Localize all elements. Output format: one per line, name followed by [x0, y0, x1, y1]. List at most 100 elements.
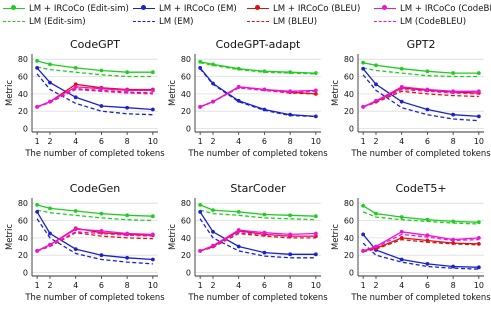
data-point [399, 257, 404, 262]
data-point [211, 208, 215, 213]
data-point [236, 244, 241, 249]
data-point [451, 71, 456, 75]
data-point [361, 60, 366, 65]
data-point [262, 250, 267, 255]
x-tick-label: 6 [425, 281, 430, 290]
y-axis-label: Metric [330, 80, 340, 106]
data-point [313, 252, 318, 257]
y-tick-label: 80 [18, 55, 28, 64]
legend-entry: LM + IRCoCo (CodeBLEU) [374, 2, 491, 15]
x-tick-label: 6 [262, 281, 267, 290]
data-point [374, 63, 378, 68]
series-line [362, 74, 479, 122]
data-point [262, 212, 267, 217]
data-point [73, 65, 78, 70]
data-point [262, 230, 267, 235]
series-line [36, 60, 153, 73]
data-point [425, 261, 430, 266]
y-tick-label: 60 [18, 73, 28, 82]
data-point [125, 213, 130, 218]
data-point [99, 253, 104, 258]
x-tick-label: 2 [210, 137, 215, 146]
x-tick-label: 2 [210, 281, 215, 290]
y-tick-label: 0 [23, 269, 28, 278]
chart-panel: 0 20 40 60 80 1 2 4 6 8 10 GPT2 The number of comple… [330, 38, 491, 158]
series-line [199, 86, 316, 108]
chart-panel: 0 20 40 60 80 1 2 4 6 8 10 CodeGen The number of com… [4, 182, 165, 302]
series-line [362, 62, 479, 74]
series-line [362, 242, 479, 270]
data-point [35, 59, 40, 63]
data-point [150, 107, 155, 112]
data-point [198, 209, 203, 214]
chart-title: CodeGen [70, 182, 120, 195]
data-point [476, 220, 481, 225]
legend-line-swatch [247, 21, 269, 22]
legend-entry: LM (EM) [133, 15, 193, 28]
y-tick-label: 20 [344, 251, 354, 260]
legend-label: LM + IRCoCo (BLEU) [273, 3, 361, 14]
series-line [362, 88, 479, 108]
series-line [36, 232, 153, 252]
series-line [199, 211, 316, 255]
legend-entry: LM + IRCoCo (EM) [133, 2, 237, 15]
data-point [476, 114, 481, 119]
x-tick-label: 6 [262, 137, 267, 146]
data-point [125, 255, 130, 260]
series-line [362, 211, 479, 225]
y-tick-label: 20 [18, 251, 28, 260]
data-point [425, 87, 430, 92]
x-axis-label: The number of completed tokens [350, 292, 490, 302]
y-tick-label: 40 [344, 90, 354, 99]
chart-title: CodeT5+ [395, 182, 446, 195]
y-tick-label: 80 [18, 199, 28, 208]
data-point [288, 213, 293, 218]
data-point [425, 233, 430, 238]
data-point [425, 107, 430, 112]
series-line [199, 62, 316, 75]
x-tick-label: 10 [148, 281, 158, 290]
legend-entry: LM (Edit-sim) [3, 15, 86, 28]
data-point [313, 214, 318, 219]
y-tick-label: 80 [344, 55, 354, 64]
legend-entry: LM (CodeBLEU) [374, 15, 466, 28]
data-point [99, 229, 104, 233]
data-point [476, 265, 481, 270]
series-line [199, 87, 316, 108]
chart-panel: 0 20 40 60 80 1 2 4 6 8 10 CodeT5+ The number of com… [330, 182, 491, 302]
legend-entry: LM (BLEU) [247, 15, 317, 28]
data-point [48, 231, 52, 236]
legend-marker [255, 5, 260, 10]
x-tick-label: 4 [73, 137, 78, 146]
x-tick-label: 8 [288, 137, 293, 146]
series-line [36, 218, 153, 265]
series-line [199, 209, 316, 221]
legend-marker [141, 5, 146, 10]
series-line [36, 86, 153, 108]
x-tick-label: 1 [35, 281, 40, 290]
legend-label: LM + IRCoCo (Edit-sim) [29, 3, 129, 14]
series-line [36, 227, 153, 252]
y-tick-label: 60 [344, 73, 354, 82]
data-point [99, 86, 104, 91]
series-line [36, 88, 153, 108]
y-tick-label: 60 [18, 217, 28, 226]
x-tick-label: 2 [47, 281, 52, 290]
data-point [361, 203, 366, 208]
y-axis-label: Metric [330, 224, 340, 250]
series-line [36, 204, 153, 217]
data-point [35, 203, 40, 207]
data-point [361, 66, 366, 71]
data-point [150, 70, 155, 75]
chart-title: GPT2 [407, 38, 436, 51]
y-tick-label: 80 [344, 199, 354, 208]
y-axis-label: Metric [167, 80, 177, 106]
data-point [313, 231, 318, 236]
y-tick-label: 0 [349, 125, 354, 134]
data-point [73, 227, 78, 232]
x-tick-label: 4 [399, 281, 404, 290]
series-line [199, 232, 316, 252]
data-point [399, 215, 404, 219]
series-line [199, 218, 316, 259]
